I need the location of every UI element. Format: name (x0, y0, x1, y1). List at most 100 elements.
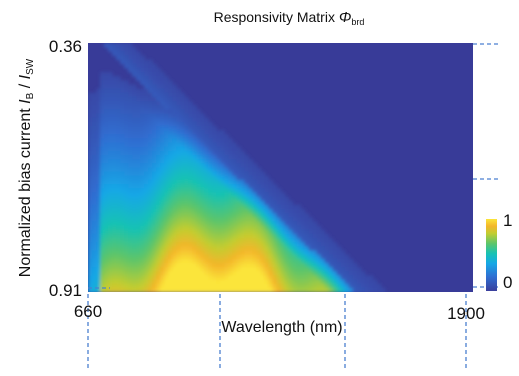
heatmap-cell (272, 213, 278, 218)
heatmap-cell (164, 283, 169, 289)
heatmap-cell (276, 221, 282, 227)
heatmap-cell (212, 142, 217, 148)
heatmap-cell (188, 142, 193, 148)
heatmap-cell (328, 271, 334, 276)
heatmap-cell (260, 233, 266, 239)
heatmap-cell (208, 209, 213, 214)
heatmap-cell (276, 279, 282, 285)
heatmap-cell (252, 167, 258, 173)
heatmap-cell (220, 179, 225, 185)
heatmap-cell (348, 275, 354, 281)
heatmap-cell (132, 113, 137, 119)
heatmap-cell (176, 109, 181, 115)
heatmap-cell (168, 267, 173, 272)
heatmap-cell (224, 146, 229, 152)
heatmap-cell (348, 271, 354, 276)
heatmap-cell (232, 209, 237, 214)
heatmap-cell (112, 209, 117, 214)
heatmap-cell (160, 167, 165, 173)
heatmap-cell (288, 217, 294, 223)
heatmap-cell (216, 287, 221, 292)
heatmap-cell (156, 200, 161, 206)
heatmap-cell (164, 109, 169, 115)
heatmap-cell (104, 150, 109, 156)
heatmap-cell (128, 233, 133, 239)
heatmap-cell (232, 150, 237, 156)
heatmap-cell (148, 159, 153, 164)
heatmap-cell (148, 155, 153, 160)
heatmap-cell (200, 233, 205, 239)
heatmap-cell (304, 229, 310, 235)
heatmap-cell (104, 76, 109, 81)
heatmap-cell (96, 146, 101, 152)
heatmap-cell (176, 246, 181, 252)
heatmap-cell (192, 275, 197, 281)
heatmap-cell (112, 134, 117, 140)
heatmap-cell (172, 250, 177, 256)
heatmap-cell (200, 229, 205, 235)
heatmap-cell (92, 233, 97, 239)
heatmap-cell (152, 96, 157, 102)
heatmap-cell (200, 188, 205, 193)
heatmap-cell (144, 113, 149, 119)
heatmap-cell (124, 242, 129, 247)
heatmap-cell (132, 105, 137, 110)
heatmap-cell (284, 225, 290, 231)
heatmap-cell (236, 250, 241, 256)
heatmap-cell (328, 242, 334, 247)
heatmap-cell (160, 113, 165, 119)
heatmap-cell (248, 204, 254, 210)
heatmap-cell (128, 130, 133, 135)
heatmap-cell (156, 254, 161, 260)
x-tick-right: 1900 (447, 304, 485, 323)
heatmap-cell (200, 113, 205, 119)
heatmap-cell (156, 192, 161, 198)
heatmap-cell (196, 163, 201, 169)
heatmap-cell (112, 146, 117, 152)
heatmap-cell (192, 287, 197, 292)
heatmap-cell (172, 117, 177, 123)
heatmap-cell (96, 126, 101, 131)
heatmap-cell (300, 246, 306, 252)
heatmap-cell (176, 229, 181, 235)
heatmap-cell (96, 217, 101, 223)
heatmap-cell (164, 271, 169, 276)
heatmap-cell (160, 159, 165, 164)
heatmap-cell (252, 192, 258, 198)
heatmap-cell (156, 250, 161, 256)
heatmap-cell (96, 258, 101, 264)
heatmap-cell (172, 113, 177, 119)
heatmap-cell (120, 221, 125, 227)
heatmap-cell (184, 217, 189, 223)
heatmap-cell (168, 142, 173, 148)
heatmap-cell (156, 121, 161, 127)
heatmap-cell (144, 262, 149, 268)
heatmap-cell (220, 204, 225, 210)
heatmap-cell (340, 287, 346, 292)
heatmap-cell (312, 254, 318, 260)
heatmap-cell (108, 96, 113, 102)
heatmap-cell (316, 287, 322, 292)
heatmap-cell (124, 167, 129, 173)
heatmap-cell (256, 200, 262, 206)
heatmap-cell (204, 126, 209, 131)
heatmap-cell (260, 287, 266, 292)
heatmap-cell (272, 209, 278, 214)
heatmap-cell (252, 204, 258, 210)
heatmap-cell (140, 121, 145, 127)
heatmap-cell (192, 109, 197, 115)
heatmap-cell (148, 254, 153, 260)
heatmap-cell (148, 233, 153, 239)
heatmap-cell (188, 150, 193, 156)
heatmap-cell (252, 200, 258, 206)
heatmap-cell (192, 209, 197, 214)
heatmap-cell (216, 150, 221, 156)
heatmap-cell (172, 179, 177, 185)
heatmap-cell (240, 150, 246, 156)
heatmap-cell (104, 155, 109, 160)
heatmap-cell (132, 188, 137, 193)
heatmap-cell (156, 92, 161, 98)
heatmap-cell (184, 238, 189, 243)
heatmap-cell (196, 283, 201, 289)
heatmap-cell (236, 242, 241, 247)
